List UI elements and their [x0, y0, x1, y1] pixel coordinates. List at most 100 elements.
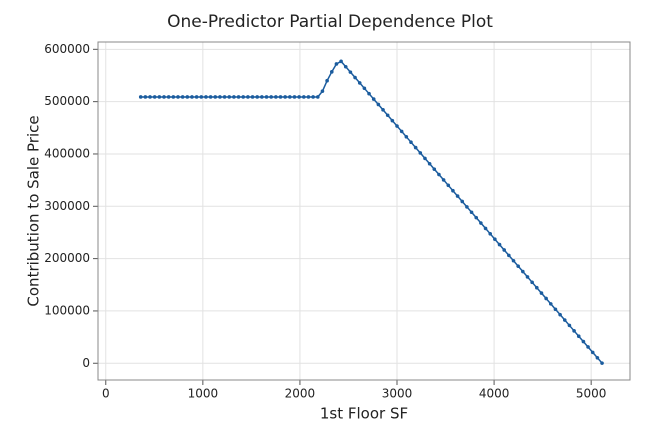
- point: [278, 95, 283, 99]
- point: [362, 86, 367, 91]
- x-tick-label: 1000: [188, 387, 219, 401]
- point: [399, 129, 404, 134]
- point: [353, 75, 357, 80]
- point: [339, 59, 343, 64]
- point: [320, 89, 325, 93]
- x-tick-label: 4000: [479, 387, 510, 401]
- point: [535, 285, 539, 290]
- point: [185, 95, 190, 99]
- point: [395, 124, 399, 128]
- point: [381, 108, 385, 112]
- point: [283, 95, 287, 99]
- point: [138, 95, 143, 99]
- point: [451, 188, 455, 193]
- y-tick-label: 500000: [44, 94, 90, 108]
- point: [488, 232, 493, 236]
- point: [297, 95, 301, 99]
- point: [465, 205, 469, 209]
- x-tick-label: 3000: [382, 387, 413, 401]
- point: [306, 95, 311, 99]
- y-axis-label: Contribution to Sale Price: [25, 115, 43, 306]
- point: [208, 95, 213, 99]
- point: [497, 242, 502, 247]
- point: [427, 161, 432, 166]
- point: [567, 323, 572, 328]
- point: [576, 334, 581, 339]
- point: [255, 95, 260, 99]
- point: [269, 95, 273, 99]
- point: [325, 78, 329, 83]
- point: [246, 95, 250, 99]
- point: [530, 280, 534, 285]
- point: [260, 95, 264, 99]
- x-tick-label: 2000: [285, 387, 316, 401]
- point: [227, 95, 232, 99]
- point: [516, 264, 520, 268]
- point: [511, 258, 516, 263]
- point: [539, 291, 544, 295]
- point: [250, 95, 255, 99]
- point: [409, 140, 413, 144]
- point: [418, 151, 423, 155]
- y-tick-label: 100000: [44, 303, 90, 317]
- point: [302, 95, 306, 99]
- point: [171, 95, 176, 99]
- point: [232, 95, 236, 99]
- point: [600, 361, 604, 365]
- point: [595, 355, 600, 360]
- point: [413, 145, 418, 150]
- x-tick-label: 5000: [576, 387, 607, 401]
- point: [581, 339, 586, 344]
- point: [544, 296, 548, 301]
- point: [553, 307, 558, 312]
- point: [460, 199, 465, 204]
- point: [469, 210, 474, 215]
- x-tick-label: 0: [102, 387, 110, 401]
- point: [204, 95, 208, 99]
- point: [385, 113, 390, 118]
- point: [148, 95, 152, 99]
- point: [334, 62, 339, 66]
- point: [371, 97, 376, 101]
- y-tick-label: 300000: [44, 199, 90, 213]
- point: [437, 172, 441, 177]
- point: [218, 95, 222, 99]
- point: [586, 345, 590, 349]
- point: [525, 275, 530, 279]
- point: [213, 95, 218, 99]
- point: [236, 95, 241, 99]
- y-tick-label: 200000: [44, 251, 90, 265]
- point: [483, 226, 488, 231]
- point: [479, 221, 483, 225]
- point: [390, 118, 395, 123]
- point: [222, 95, 227, 99]
- y-tick-label: 600000: [44, 42, 90, 56]
- point: [194, 95, 199, 99]
- point: [241, 95, 246, 99]
- point: [446, 183, 451, 188]
- point: [572, 329, 576, 333]
- point: [292, 95, 297, 99]
- plot-frame: [97, 41, 631, 381]
- point: [264, 95, 269, 99]
- point: [329, 70, 334, 74]
- point: [367, 91, 371, 96]
- point: [404, 135, 409, 139]
- point: [190, 95, 194, 99]
- y-tick-label: 0: [82, 356, 90, 370]
- point: [423, 156, 427, 161]
- point: [432, 167, 437, 171]
- point: [441, 178, 446, 182]
- point: [315, 95, 320, 99]
- point: [348, 70, 353, 74]
- point: [162, 95, 166, 99]
- point: [507, 253, 511, 258]
- chart-title: One-Predictor Partial Dependence Plot: [167, 12, 493, 32]
- point: [176, 95, 180, 99]
- point: [180, 95, 185, 99]
- x-axis-label: 1st Floor SF: [320, 405, 408, 423]
- point: [343, 64, 348, 69]
- point: [474, 215, 479, 220]
